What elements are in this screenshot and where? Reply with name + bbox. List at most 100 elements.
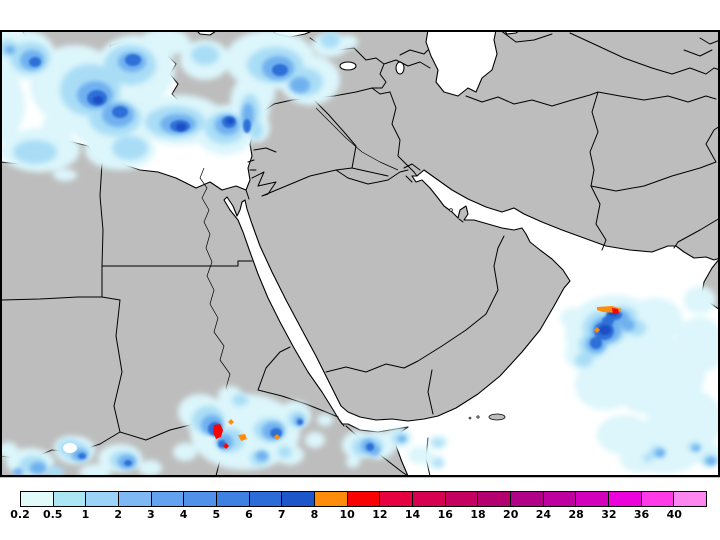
colorbar-tick-label: 18 [470, 508, 486, 521]
precip-blob [692, 445, 700, 451]
precip-blob [602, 316, 614, 326]
precip-blob [290, 77, 310, 93]
colorbar-tick-label: 20 [503, 508, 519, 521]
precip-max-red [612, 308, 619, 314]
colorbar-tick-label: 12 [372, 508, 388, 521]
colorbar-tick-label: 0.2 [10, 508, 30, 521]
precip-blob [125, 54, 141, 66]
colorbar-cell [511, 492, 544, 506]
colorbar-tick-label: 10 [339, 508, 355, 521]
colorbar-tick-label: 36 [633, 508, 650, 521]
precip-blob [2, 442, 18, 458]
colorbar-cell [21, 492, 54, 506]
colorbar-tick-label: 7 [277, 508, 286, 521]
colorbar-cell [609, 492, 642, 506]
colorbar-cell [641, 492, 675, 506]
precip-blob [249, 121, 263, 139]
precip-blob [78, 453, 86, 459]
precip-blob [655, 449, 665, 457]
colorbar-tick-label: 32 [601, 508, 617, 521]
precip-blob [46, 466, 64, 475]
precip-blob [124, 460, 132, 466]
precip-blob [575, 353, 593, 367]
caspian-ne-lobe [504, 32, 519, 35]
map-frame [0, 30, 720, 477]
precip-max-orange [594, 327, 600, 333]
colorbar-tick-label: 8 [310, 508, 319, 521]
colorbar-labels: 0.2 0.5 1 2 3 4 5 6 7 8 10 12 14 16 18 20 24 28 32 36 40 [0, 508, 720, 524]
colorbar-cell [478, 492, 512, 506]
precip-blob [684, 286, 716, 314]
precip-blob [398, 436, 406, 442]
precip-blob [706, 457, 716, 465]
precip-blob [590, 337, 602, 349]
precip-blob [346, 456, 360, 468]
precip-blob [42, 113, 78, 137]
colorbar-tick-label: 5 [212, 508, 221, 521]
precip-blob [5, 46, 15, 54]
precip-max-red [223, 443, 229, 449]
colorbar-cell [282, 492, 316, 506]
precip-blob [112, 106, 128, 118]
precip-max-orange [238, 434, 247, 441]
precip-blob [338, 35, 358, 49]
precip-blob [13, 140, 57, 164]
precip-blob [30, 462, 46, 474]
colorbar-cell [674, 492, 707, 506]
precip-blob [140, 32, 190, 56]
marmara-sea-notch [197, 32, 216, 36]
precip-blob [278, 446, 292, 458]
colorbar-tick-label: 28 [568, 508, 584, 521]
precip-blob [138, 460, 162, 475]
precip-blob [305, 432, 325, 448]
precip-level-red [213, 308, 619, 449]
colorbar-cells [20, 491, 707, 507]
precip-level-dark [93, 96, 618, 335]
borders-iran-central-asia [309, 32, 718, 251]
precip-blob [53, 169, 77, 181]
colorbar-cell [184, 492, 218, 506]
lake-van [339, 61, 357, 71]
precip-blob [599, 325, 611, 335]
colorbar-tick-label: 4 [179, 508, 188, 521]
precip-blob [13, 468, 23, 475]
precipitation-colorbar: 0.2 0.5 1 2 3 4 5 6 7 8 10 12 14 16 18 20 24 28 32 36 40 [0, 491, 720, 531]
precip-blob [297, 419, 303, 425]
colorbar-tick-label: 24 [535, 508, 552, 521]
colorbar-cell [151, 492, 185, 506]
colorbar-cell [445, 492, 479, 506]
colorbar-cell [217, 492, 250, 506]
precip-blob [226, 118, 234, 124]
precip-blob [29, 57, 41, 67]
colorbar-tick-label: 14 [404, 508, 421, 521]
precip-blob [643, 454, 653, 462]
precip-max-orange [228, 419, 234, 425]
precip-blob [243, 119, 251, 133]
colorbar-tick-label: 3 [147, 508, 155, 521]
precip-blob [560, 308, 584, 328]
precip-blob [173, 443, 197, 461]
precip-blob [93, 96, 103, 104]
socotra-island [488, 413, 506, 421]
colorbar-tick-label: 40 [666, 508, 682, 521]
precip-blob [620, 448, 660, 472]
precip-blob [270, 428, 282, 438]
precip-blob [317, 414, 333, 426]
precip-blob [232, 394, 248, 406]
precip-blob [686, 401, 698, 407]
precip-blob [191, 45, 219, 65]
precip-blob [433, 459, 443, 467]
precip-blob [256, 451, 268, 461]
caspian-sea [425, 32, 498, 97]
nile-river [199, 167, 235, 401]
precip-blob [575, 360, 635, 410]
precip-blob [366, 443, 374, 451]
precip-blob [176, 123, 186, 131]
precip-blob [432, 439, 444, 447]
colorbar-cell [347, 492, 381, 506]
colorbar-tick-label: 1 [81, 508, 90, 521]
precip-blob [621, 319, 635, 331]
colorbar-cell [86, 492, 120, 506]
precip-dry-hole [63, 443, 77, 453]
